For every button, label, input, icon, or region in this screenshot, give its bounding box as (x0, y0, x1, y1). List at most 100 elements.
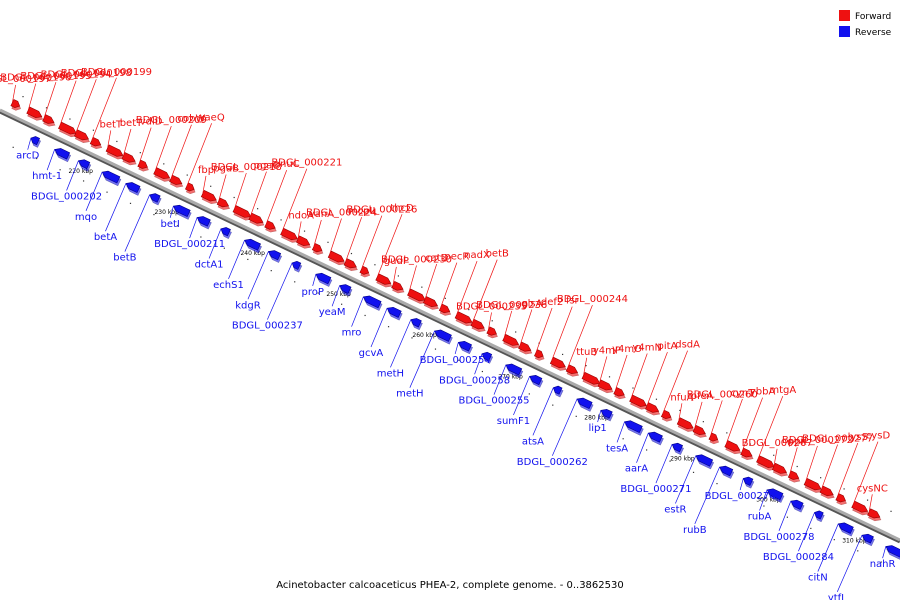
gene-forward-vdlD[interactable] (137, 159, 151, 173)
gene-label[interactable]: lysS (848, 432, 868, 443)
gene-forward-pnuC[interactable] (264, 220, 279, 234)
gene-label[interactable]: cobW (178, 114, 206, 125)
gene-label[interactable]: pfeA (691, 391, 714, 402)
gene-label[interactable]: pitA (657, 341, 677, 352)
gene-label[interactable]: BDGL_000226 (346, 205, 417, 216)
gene-forward-cobW[interactable] (169, 174, 186, 189)
gene-forward-betT[interactable] (121, 152, 138, 168)
gene-forward-y4mP[interactable] (597, 379, 615, 395)
gene-forward-betB[interactable] (470, 318, 487, 334)
gene-label[interactable]: BDGL_000230 (381, 254, 452, 265)
gene-reverse-BDGL_000262[interactable] (575, 396, 594, 412)
gene-label[interactable]: BDGL_000197 (0, 74, 51, 85)
gene-reverse-yeaM[interactable] (337, 282, 353, 297)
gene-label[interactable]: BDGL_000224 (306, 208, 377, 219)
gene-forward-glsA[interactable] (518, 341, 535, 356)
gene-forward-pecR[interactable] (438, 303, 453, 317)
gene-label[interactable]: kdgR (235, 300, 260, 311)
gene-forward-pfeA[interactable] (692, 424, 709, 439)
gene-reverse-BDGL_000284[interactable] (812, 509, 825, 523)
gene-reverse-aarA[interactable] (646, 430, 664, 446)
gene-label[interactable]: BDGL_000237 (232, 321, 303, 332)
gene-label[interactable]: BDGL_000194 (41, 70, 112, 81)
gene-label[interactable]: fbp (198, 165, 214, 176)
gene-label[interactable]: BDGL_000274 (705, 491, 776, 502)
gene-reverse-rubB[interactable] (717, 464, 735, 479)
gene-forward-cynT[interactable] (724, 440, 743, 456)
gene-reverse-BDGL_000255[interactable] (503, 362, 524, 379)
gene-label[interactable]: y4mO (612, 344, 642, 355)
gene-label[interactable]: BDGL_000284 (763, 552, 834, 563)
gene-label[interactable]: BDGL_000211 (154, 239, 225, 250)
gene-forward-y4mO[interactable] (613, 387, 628, 400)
gene-label[interactable]: arcD (16, 151, 40, 162)
gene-reverse-BDGL_000202[interactable] (76, 158, 92, 172)
gene-label[interactable]: cynT (731, 388, 756, 399)
gene-forward-pitA[interactable] (645, 402, 662, 418)
gene-forward-BDGL_000236[interactable] (502, 334, 522, 350)
gene-label[interactable]: def2 (541, 297, 563, 308)
gene-label[interactable]: tesA (606, 443, 628, 454)
gene-label[interactable]: atsA (522, 436, 544, 447)
gene-reverse-mqo[interactable] (100, 169, 122, 187)
gene-reverse-metH[interactable] (432, 328, 453, 345)
gene-label[interactable]: cysD (866, 431, 891, 442)
gene-label[interactable]: BDGL_000255 (458, 396, 529, 407)
gene-reverse-atsA[interactable] (551, 385, 564, 398)
gene-forward-fsr[interactable] (549, 356, 568, 372)
gene-label[interactable]: y4mN (632, 343, 662, 354)
gene-forward-BDGL_000235[interactable] (486, 326, 500, 340)
gene-label[interactable]: BDGL_000199 (81, 67, 152, 78)
gene-forward-nadX[interactable] (454, 311, 475, 328)
gene-label[interactable]: mqo (75, 212, 97, 223)
gene-label[interactable]: gudP (384, 256, 409, 267)
gene-reverse-estR[interactable] (693, 453, 715, 470)
gene-reverse-citN[interactable] (836, 521, 855, 537)
gene-label[interactable]: glsA (521, 298, 542, 309)
gene-reverse-kdgR[interactable] (266, 248, 283, 263)
gene-forward-thcD[interactable] (375, 273, 394, 289)
gene-label[interactable]: vdlD (140, 117, 163, 128)
gene-reverse-lip1[interactable] (598, 407, 614, 422)
gene-label[interactable]: betI (161, 219, 180, 230)
gene-label[interactable]: BDGL_000202 (31, 191, 102, 202)
gene-label[interactable]: lip1 (588, 423, 606, 434)
gene-label[interactable]: yeaM (319, 307, 346, 318)
gene-label[interactable]: BDGL_000267 (742, 438, 813, 449)
gene-forward-BDGL_000226[interactable] (359, 265, 372, 278)
gene-forward-BDGL_000218[interactable] (232, 205, 254, 223)
gene-label[interactable]: yaeQ (199, 112, 225, 123)
gene-label[interactable]: mro (342, 328, 362, 339)
gene-forward-BDGL_000221[interactable] (280, 227, 301, 244)
gene-forward-fbp[interactable] (200, 190, 219, 205)
gene-label[interactable]: citN (808, 573, 828, 584)
gene-reverse-BDGL_000278[interactable] (788, 498, 805, 513)
gene-label[interactable]: catD (425, 253, 449, 264)
gene-reverse-BDGL_000254[interactable] (456, 339, 473, 355)
gene-reverse-BDGL_000274[interactable] (741, 475, 755, 489)
gene-forward-dsdA[interactable] (660, 409, 674, 423)
gene-forward-BDGL_000224[interactable] (327, 250, 347, 267)
gene-label[interactable]: nahR (870, 559, 896, 570)
gene-label[interactable]: nadX (464, 250, 490, 261)
gene-forward-ndoA[interactable] (296, 235, 313, 251)
gene-forward-mcpII[interactable] (343, 258, 360, 273)
gene-forward-ttuB[interactable] (581, 371, 603, 389)
gene-reverse-betI[interactable] (171, 203, 192, 220)
gene-label[interactable]: BDGL_000258 (439, 375, 510, 386)
gene-label[interactable]: gcvA (359, 348, 384, 359)
gene-forward-ppk[interactable] (787, 470, 802, 484)
gene-label[interactable]: y4mP (593, 345, 621, 356)
gene-label[interactable]: rubB (683, 525, 707, 536)
gene-forward-BDGL_000199[interactable] (89, 136, 104, 150)
gene-forward-nfuA[interactable] (676, 417, 696, 434)
gene-forward-lysS[interactable] (835, 493, 849, 507)
gene-reverse-betA[interactable] (124, 180, 142, 196)
gene-label[interactable]: dsdA (675, 340, 700, 351)
gene-reverse-hmt-1[interactable] (52, 146, 72, 163)
gene-label[interactable]: BDGL_000277 (802, 433, 873, 444)
gene-forward-BDGL_000260[interactable] (708, 432, 721, 445)
gene-reverse-arcD[interactable] (29, 135, 42, 148)
gene-label[interactable]: BDGL_000260 (687, 389, 758, 400)
gene-label[interactable]: nfuA (670, 392, 693, 403)
